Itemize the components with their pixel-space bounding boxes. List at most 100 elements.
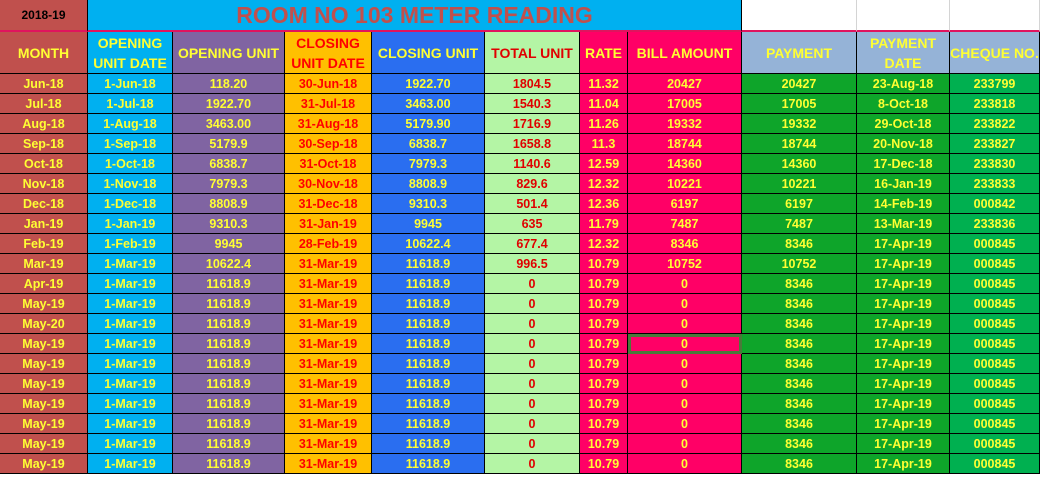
cell-month[interactable]: May-19 bbox=[0, 294, 88, 314]
empty-cell[interactable] bbox=[950, 0, 1040, 32]
cell-total-unit[interactable]: 1716.9 bbox=[485, 114, 580, 134]
cell-opening-unit-date[interactable]: 1-Aug-18 bbox=[88, 114, 173, 134]
cell-closing-unit-date[interactable]: 31-Mar-19 bbox=[285, 314, 372, 334]
cell-closing-unit-date[interactable]: 30-Nov-18 bbox=[285, 174, 372, 194]
cell-closing-unit[interactable]: 6838.7 bbox=[372, 134, 485, 154]
cell-opening-unit-date[interactable]: 1-Mar-19 bbox=[88, 434, 173, 454]
cell-opening-unit[interactable]: 11618.9 bbox=[173, 334, 285, 354]
cell-cheque-no[interactable]: 000845 bbox=[950, 394, 1040, 414]
cell-bill-amount[interactable]: 14360 bbox=[628, 154, 742, 174]
cell-opening-unit[interactable]: 5179.9 bbox=[173, 134, 285, 154]
cell-rate[interactable]: 10.79 bbox=[580, 434, 628, 454]
cell-rate[interactable]: 10.79 bbox=[580, 374, 628, 394]
cell-payment-date[interactable]: 17-Apr-19 bbox=[857, 394, 950, 414]
cell-closing-unit-date[interactable]: 31-Mar-19 bbox=[285, 354, 372, 374]
cell-opening-unit-date[interactable]: 1-Mar-19 bbox=[88, 394, 173, 414]
cell-rate[interactable]: 10.79 bbox=[580, 394, 628, 414]
cell-closing-unit-date[interactable]: 31-Mar-19 bbox=[285, 434, 372, 454]
cell-closing-unit-date[interactable]: 31-Mar-19 bbox=[285, 454, 372, 474]
cell-rate[interactable]: 10.79 bbox=[580, 274, 628, 294]
cell-closing-unit[interactable]: 11618.9 bbox=[372, 254, 485, 274]
cell-month[interactable]: May-19 bbox=[0, 354, 88, 374]
cell-opening-unit-date[interactable]: 1-Jan-19 bbox=[88, 214, 173, 234]
cell-bill-amount[interactable]: 10221 bbox=[628, 174, 742, 194]
cell-rate[interactable]: 11.26 bbox=[580, 114, 628, 134]
cell-bill-amount[interactable]: 0 bbox=[628, 414, 742, 434]
cell-rate[interactable]: 10.79 bbox=[580, 354, 628, 374]
cell-opening-unit-date[interactable]: 1-Mar-19 bbox=[88, 334, 173, 354]
cell-total-unit[interactable]: 0 bbox=[485, 354, 580, 374]
cell-payment[interactable]: 14360 bbox=[742, 154, 857, 174]
cell-payment-date[interactable]: 8-Oct-18 bbox=[857, 94, 950, 114]
cell-cheque-no[interactable]: 233822 bbox=[950, 114, 1040, 134]
cell-opening-unit-date[interactable]: 1-Mar-19 bbox=[88, 314, 173, 334]
cell-closing-unit-date[interactable]: 31-Jan-19 bbox=[285, 214, 372, 234]
cell-rate[interactable]: 12.36 bbox=[580, 194, 628, 214]
cell-payment[interactable]: 18744 bbox=[742, 134, 857, 154]
column-header-closing-unit[interactable]: CLOSING UNIT bbox=[372, 32, 485, 74]
cell-opening-unit[interactable]: 11618.9 bbox=[173, 354, 285, 374]
cell-month[interactable]: May-19 bbox=[0, 434, 88, 454]
cell-opening-unit[interactable]: 11618.9 bbox=[173, 274, 285, 294]
cell-cheque-no[interactable]: 233799 bbox=[950, 74, 1040, 94]
sheet-title[interactable]: ROOM NO 103 METER READING bbox=[88, 0, 742, 32]
cell-closing-unit-date[interactable]: 28-Feb-19 bbox=[285, 234, 372, 254]
cell-payment[interactable]: 8346 bbox=[742, 414, 857, 434]
cell-rate[interactable]: 10.79 bbox=[580, 414, 628, 434]
cell-closing-unit-date[interactable]: 31-Mar-19 bbox=[285, 254, 372, 274]
cell-opening-unit-date[interactable]: 1-Nov-18 bbox=[88, 174, 173, 194]
cell-cheque-no[interactable]: 000845 bbox=[950, 274, 1040, 294]
cell-payment-date[interactable]: 17-Apr-19 bbox=[857, 414, 950, 434]
cell-closing-unit[interactable]: 8808.9 bbox=[372, 174, 485, 194]
cell-bill-amount[interactable]: 0 bbox=[628, 374, 742, 394]
cell-cheque-no[interactable]: 000845 bbox=[950, 234, 1040, 254]
cell-closing-unit-date[interactable]: 30-Sep-18 bbox=[285, 134, 372, 154]
cell-closing-unit[interactable]: 9310.3 bbox=[372, 194, 485, 214]
cell-cheque-no[interactable]: 000845 bbox=[950, 254, 1040, 274]
cell-closing-unit-date[interactable]: 31-Oct-18 bbox=[285, 154, 372, 174]
cell-payment-date[interactable]: 23-Aug-18 bbox=[857, 74, 950, 94]
cell-payment[interactable]: 17005 bbox=[742, 94, 857, 114]
year-cell[interactable]: 2018-19 bbox=[0, 0, 88, 32]
cell-payment-date[interactable]: 17-Apr-19 bbox=[857, 234, 950, 254]
cell-cheque-no[interactable]: 000845 bbox=[950, 414, 1040, 434]
cell-opening-unit[interactable]: 1922.70 bbox=[173, 94, 285, 114]
cell-payment[interactable]: 10221 bbox=[742, 174, 857, 194]
cell-month[interactable]: Jun-18 bbox=[0, 74, 88, 94]
cell-opening-unit[interactable]: 11618.9 bbox=[173, 434, 285, 454]
cell-rate[interactable]: 10.79 bbox=[580, 254, 628, 274]
cell-payment-date[interactable]: 17-Apr-19 bbox=[857, 454, 950, 474]
cell-bill-amount[interactable]: 18744 bbox=[628, 134, 742, 154]
cell-bill-amount[interactable]: 0 bbox=[628, 334, 742, 354]
cell-month[interactable]: Jan-19 bbox=[0, 214, 88, 234]
cell-opening-unit-date[interactable]: 1-Mar-19 bbox=[88, 294, 173, 314]
cell-closing-unit-date[interactable]: 31-Mar-19 bbox=[285, 414, 372, 434]
cell-month[interactable]: May-19 bbox=[0, 394, 88, 414]
cell-opening-unit-date[interactable]: 1-Mar-19 bbox=[88, 254, 173, 274]
cell-total-unit[interactable]: 1540.3 bbox=[485, 94, 580, 114]
cell-closing-unit[interactable]: 9945 bbox=[372, 214, 485, 234]
cell-cheque-no[interactable]: 000845 bbox=[950, 334, 1040, 354]
cell-closing-unit-date[interactable]: 31-Jul-18 bbox=[285, 94, 372, 114]
cell-payment[interactable]: 8346 bbox=[742, 234, 857, 254]
cell-month[interactable]: Jul-18 bbox=[0, 94, 88, 114]
cell-total-unit[interactable]: 0 bbox=[485, 434, 580, 454]
cell-month[interactable]: Aug-18 bbox=[0, 114, 88, 134]
cell-payment-date[interactable]: 17-Apr-19 bbox=[857, 334, 950, 354]
cell-total-unit[interactable]: 0 bbox=[485, 294, 580, 314]
cell-bill-amount[interactable]: 6197 bbox=[628, 194, 742, 214]
cell-cheque-no[interactable]: 000845 bbox=[950, 314, 1040, 334]
cell-bill-amount[interactable]: 0 bbox=[628, 454, 742, 474]
cell-bill-amount[interactable]: 10752 bbox=[628, 254, 742, 274]
cell-opening-unit[interactable]: 118.20 bbox=[173, 74, 285, 94]
cell-closing-unit[interactable]: 11618.9 bbox=[372, 274, 485, 294]
cell-closing-unit[interactable]: 5179.90 bbox=[372, 114, 485, 134]
cell-total-unit[interactable]: 677.4 bbox=[485, 234, 580, 254]
cell-payment-date[interactable]: 17-Dec-18 bbox=[857, 154, 950, 174]
column-header-bill-amount[interactable]: BILL AMOUNT bbox=[628, 32, 742, 74]
cell-payment-date[interactable]: 17-Apr-19 bbox=[857, 274, 950, 294]
cell-month[interactable]: Mar-19 bbox=[0, 254, 88, 274]
cell-month[interactable]: Apr-19 bbox=[0, 274, 88, 294]
cell-opening-unit[interactable]: 11618.9 bbox=[173, 454, 285, 474]
cell-payment-date[interactable]: 13-Mar-19 bbox=[857, 214, 950, 234]
